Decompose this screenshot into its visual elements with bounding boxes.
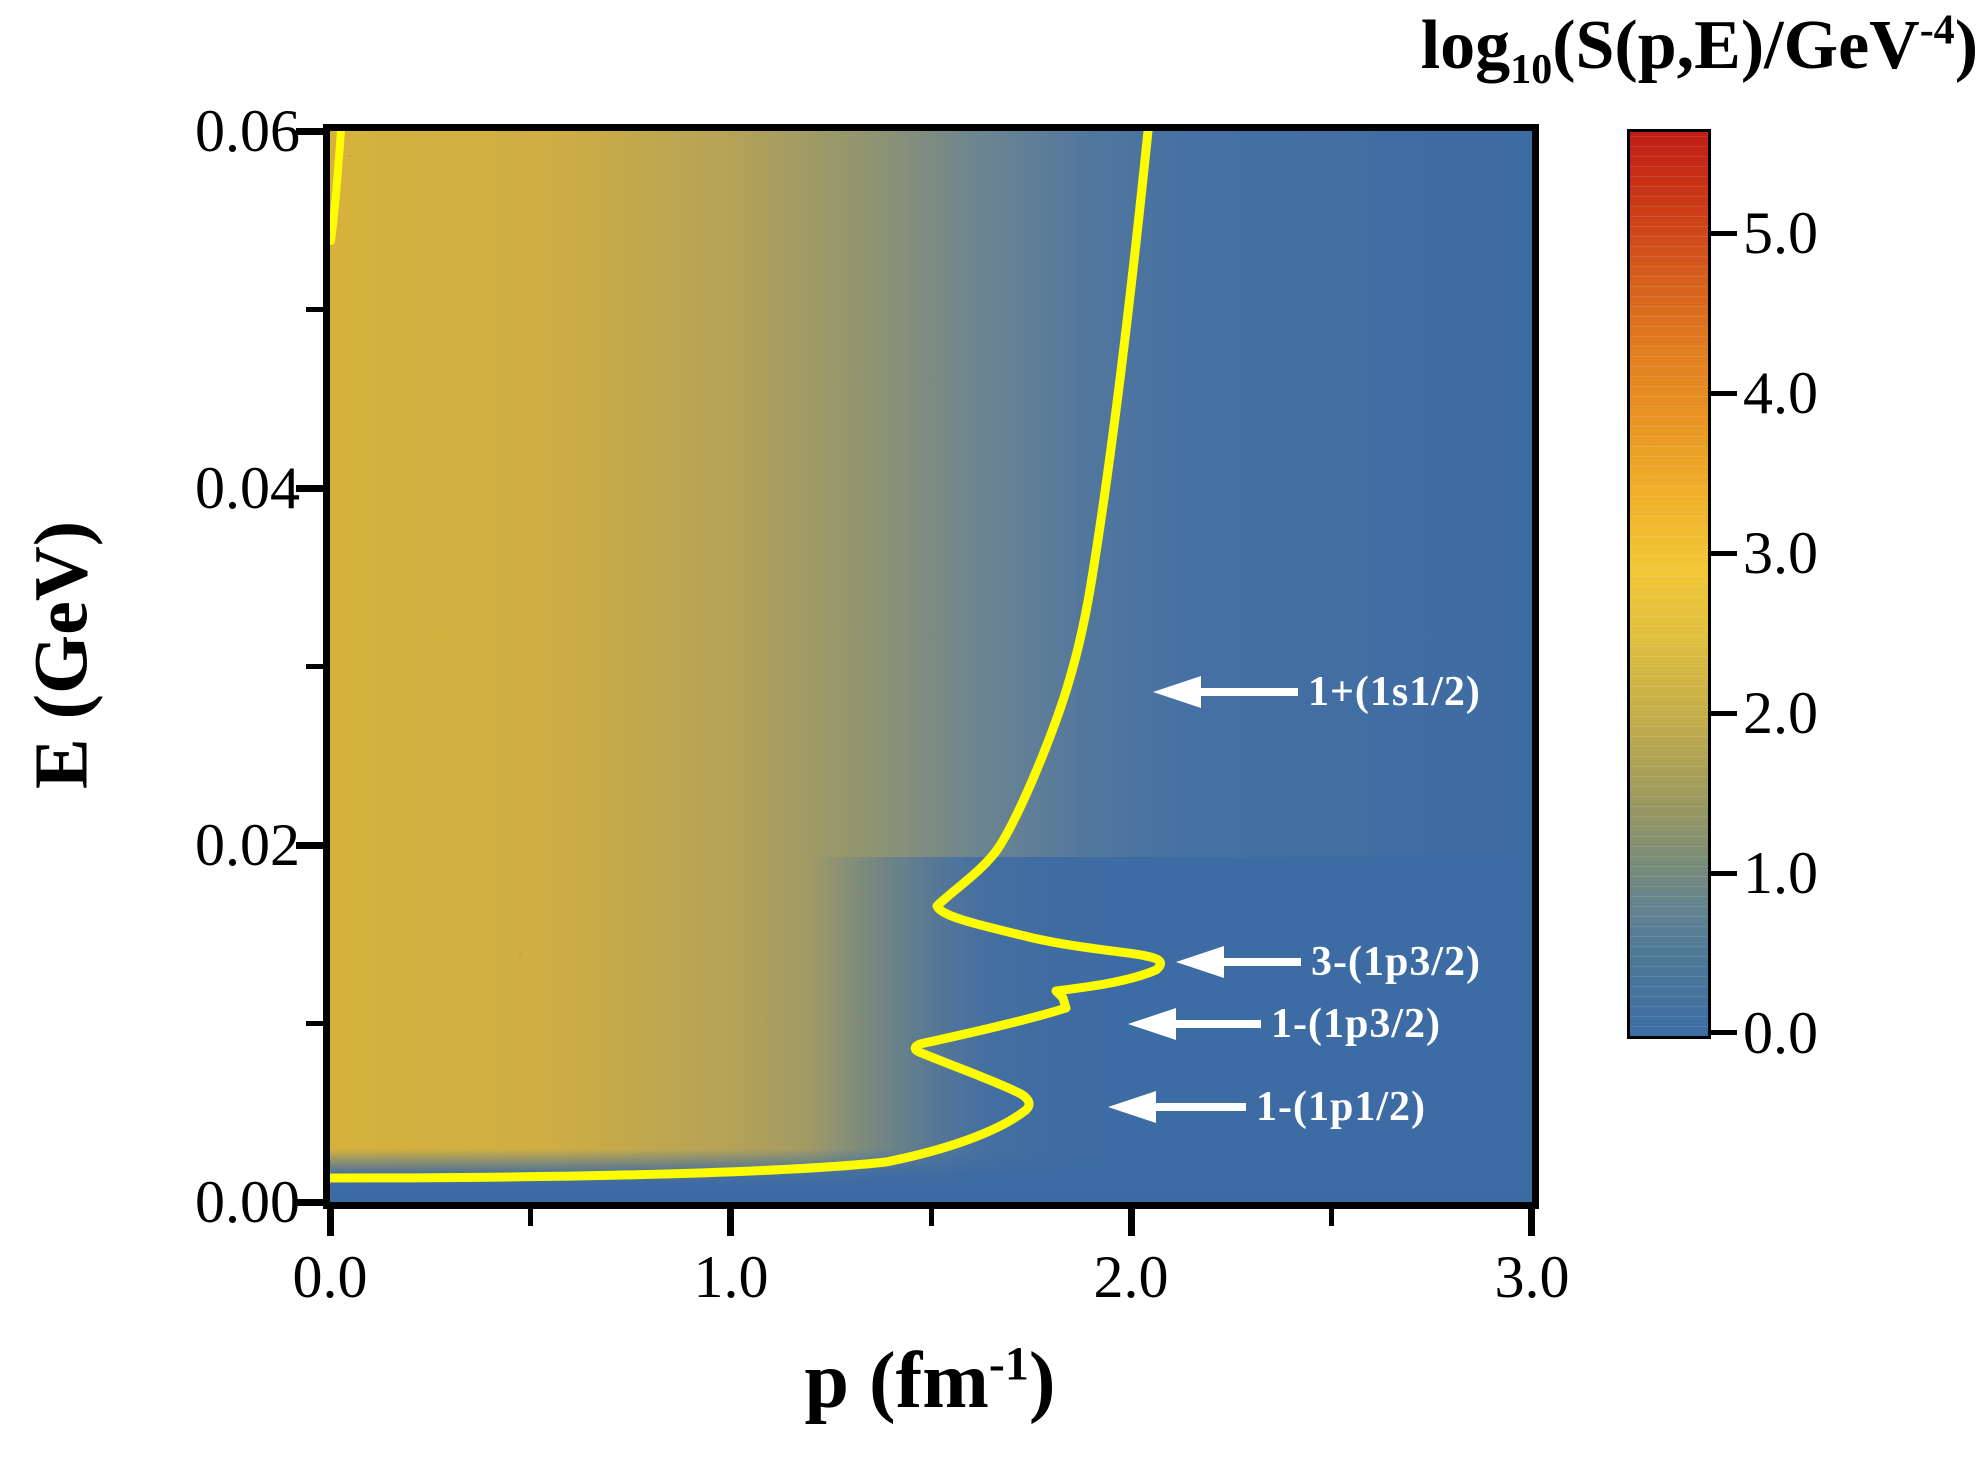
y-tick-label: 0.06 <box>195 98 300 164</box>
colorbar-tick <box>1711 391 1737 396</box>
colorbar-tick <box>1711 711 1737 716</box>
x-axis-major-tick <box>727 1209 734 1236</box>
x-axis-minor-tick <box>528 1209 533 1226</box>
colorbar-title-mid: (S(p,E)/GeV <box>1552 7 1920 84</box>
colorbar-tick-label: 3.0 <box>1743 520 1818 586</box>
x-tick-label: 2.0 <box>1093 1244 1169 1310</box>
y-axis-minor-tick <box>306 664 323 669</box>
colorbar-title-sub: 10 <box>1510 47 1553 93</box>
x-tick-label: 0.0 <box>292 1244 368 1310</box>
x-axis-title: p (fm-1) <box>630 1336 1230 1427</box>
x-tick-label: 1.0 <box>693 1244 769 1310</box>
x-axis-minor-tick <box>929 1209 934 1226</box>
x-tick-label: 3.0 <box>1494 1244 1570 1310</box>
colorbar-title-log: log <box>1420 7 1511 84</box>
colorbar-tick-label: 2.0 <box>1743 680 1818 746</box>
y-axis-major-tick <box>296 485 323 492</box>
y-tick-label: 0.02 <box>195 812 300 878</box>
left-arrow-icon <box>1128 1008 1261 1040</box>
annotation-label: 3-(1p3/2) <box>1311 939 1481 985</box>
y-axis-minor-tick <box>306 1021 323 1026</box>
annotation-3m-1p32: 3-(1p3/2) <box>1176 941 1481 983</box>
y-axis-major-tick <box>296 1199 323 1206</box>
y-axis-major-tick <box>296 842 323 849</box>
colorbar-tick <box>1711 551 1737 556</box>
annotation-label: 1-(1p1/2) <box>1256 1084 1426 1130</box>
x-axis-title-sup: -1 <box>988 1337 1029 1391</box>
x-axis-title-main: p (fm <box>804 1337 989 1425</box>
y-axis-major-tick <box>296 128 323 135</box>
x-axis-minor-tick <box>1329 1209 1334 1226</box>
colorbar-tick <box>1711 231 1737 236</box>
annotation-1m-1p32: 1-(1p3/2) <box>1128 1003 1441 1045</box>
annotation-1m-1p12: 1-(1p1/2) <box>1108 1086 1426 1128</box>
colorbar-tick <box>1711 871 1737 876</box>
contour-line-topleft-arc <box>330 131 345 245</box>
annotation-label: 1-(1p3/2) <box>1271 1001 1441 1047</box>
heatmap-1s-blob <box>330 286 985 986</box>
colorbar-title-sup: -4 <box>1919 7 1955 54</box>
x-axis-major-tick <box>1128 1209 1135 1236</box>
contour-line-main <box>330 131 1165 1183</box>
colorbar-tick-label: 1.0 <box>1743 840 1818 906</box>
colorbar-tick-label: 0.0 <box>1743 1000 1818 1066</box>
annotation-label: 1+(1s1/2) <box>1308 669 1481 715</box>
y-axis-minor-tick <box>306 307 323 312</box>
x-axis-major-tick <box>1528 1209 1535 1236</box>
left-arrow-icon <box>1153 676 1298 708</box>
colorbar-title: log10(S(p,E)/GeV-4) <box>990 6 1978 91</box>
colorbar <box>1627 129 1711 1039</box>
x-axis-major-tick <box>327 1209 334 1236</box>
x-axis-title-close: ) <box>1028 1337 1056 1425</box>
heatmap-canvas <box>330 131 1532 1202</box>
y-tick-label: 0.04 <box>195 455 300 521</box>
y-tick-label: 0.00 <box>195 1169 300 1235</box>
colorbar-tick <box>1711 1030 1737 1035</box>
colorbar-tick-label: 5.0 <box>1743 200 1818 266</box>
y-axis-title: E (GeV) <box>19 520 104 790</box>
colorbar-title-close: ) <box>1954 7 1978 84</box>
annotation-1s12: 1+(1s1/2) <box>1153 671 1481 713</box>
colorbar-tick-label: 4.0 <box>1743 360 1818 426</box>
left-arrow-icon <box>1108 1091 1246 1123</box>
left-arrow-icon <box>1176 946 1301 978</box>
plot-area <box>323 124 1539 1209</box>
